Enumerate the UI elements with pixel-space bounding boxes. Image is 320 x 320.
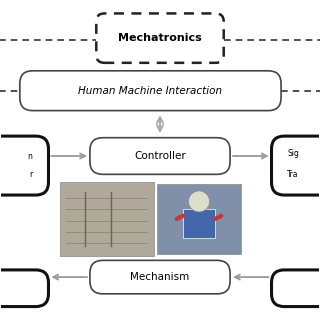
- Text: Mechanism: Mechanism: [130, 272, 190, 282]
- FancyBboxPatch shape: [90, 260, 230, 294]
- Text: n: n: [28, 152, 33, 161]
- FancyBboxPatch shape: [90, 138, 230, 174]
- Text: Tra: Tra: [287, 170, 299, 179]
- FancyBboxPatch shape: [271, 270, 320, 307]
- Text: Sig: Sig: [287, 149, 299, 158]
- FancyBboxPatch shape: [157, 184, 241, 254]
- Text: Mechatronics: Mechatronics: [118, 33, 202, 43]
- Text: Human Machine Interaction: Human Machine Interaction: [78, 86, 222, 96]
- Text: r: r: [29, 170, 33, 179]
- Circle shape: [188, 191, 210, 212]
- FancyBboxPatch shape: [271, 136, 320, 195]
- FancyBboxPatch shape: [0, 136, 49, 195]
- FancyBboxPatch shape: [20, 71, 281, 111]
- FancyBboxPatch shape: [60, 182, 154, 256]
- FancyBboxPatch shape: [183, 209, 215, 238]
- Text: Controller: Controller: [134, 151, 186, 161]
- FancyBboxPatch shape: [96, 13, 224, 63]
- FancyBboxPatch shape: [0, 270, 49, 307]
